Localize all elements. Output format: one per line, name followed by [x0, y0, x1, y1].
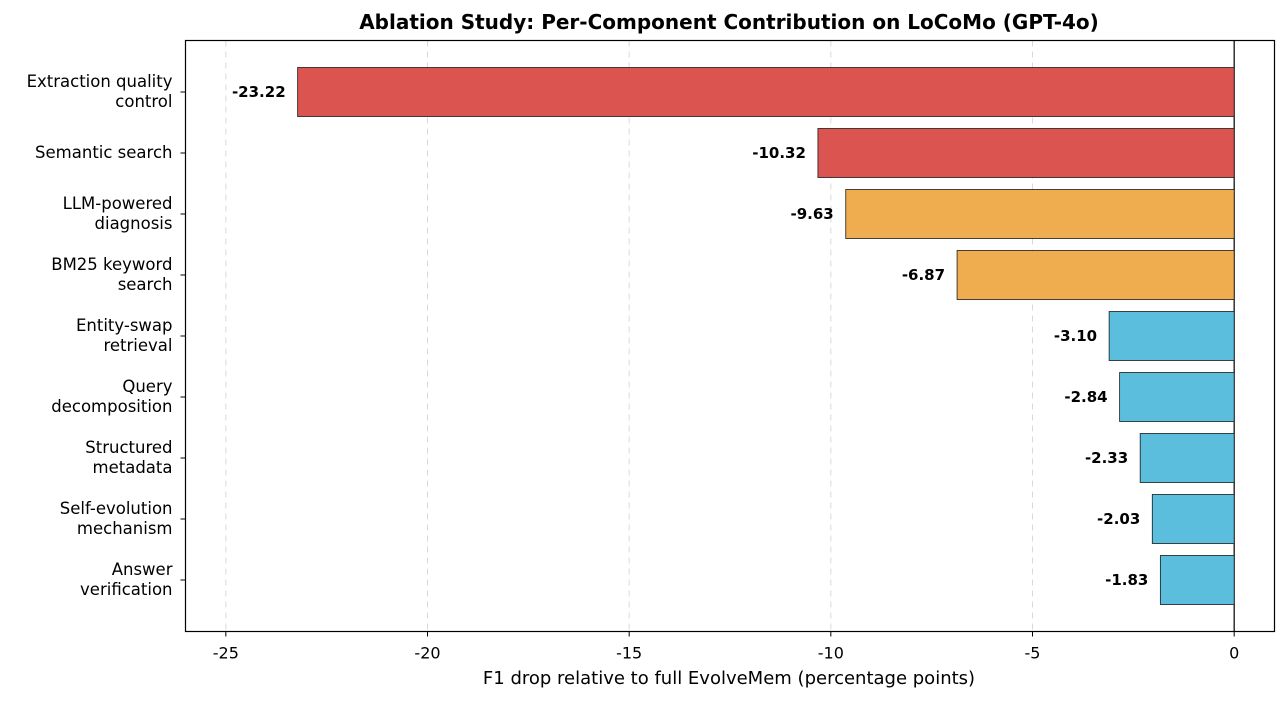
bar — [956, 250, 1235, 300]
x-tick-label: -20 — [414, 644, 440, 663]
bar — [845, 189, 1235, 239]
category-label: control — [115, 92, 172, 111]
value-label: -1.83 — [1105, 571, 1148, 589]
x-tick-label: -25 — [213, 644, 239, 663]
bar — [1159, 555, 1235, 605]
value-label: -3.10 — [1054, 327, 1097, 345]
bar — [297, 67, 1235, 117]
bar — [1108, 311, 1235, 361]
category-label: Extraction quality — [27, 72, 173, 91]
chart-title: Ablation Study: Per-Component Contributi… — [359, 10, 1099, 34]
bar — [1139, 433, 1235, 483]
category-label: Entity-swap — [76, 316, 173, 335]
category-label: search — [118, 275, 173, 294]
value-label: -2.03 — [1097, 510, 1140, 528]
category-label: diagnosis — [95, 214, 173, 233]
x-axis: -25 -20 -15 -10 -5 0 — [213, 631, 1239, 663]
category-label: decomposition — [51, 397, 172, 416]
x-tick-label: -15 — [616, 644, 642, 663]
category-label: BM25 keyword — [51, 255, 172, 274]
category-label: Query — [122, 377, 172, 396]
category-label: Self-evolution — [60, 499, 173, 518]
bar — [1151, 494, 1235, 544]
value-labels: -23.22 -10.32 -9.63 -6.87 -3.10 -2.84 -2.33 -2.… — [232, 83, 1148, 589]
value-label: -9.63 — [791, 205, 834, 223]
category-label: Answer — [112, 560, 173, 579]
value-label: -23.22 — [232, 83, 286, 101]
value-label: -2.33 — [1085, 449, 1128, 467]
category-label: mechanism — [77, 519, 173, 538]
x-tick-label: -5 — [1025, 644, 1041, 663]
value-label: -10.32 — [752, 144, 806, 162]
x-axis-label: F1 drop relative to full EvolveMem (perc… — [483, 668, 975, 689]
bar — [817, 128, 1235, 178]
category-label: Structured — [85, 438, 172, 457]
bars — [297, 67, 1235, 605]
value-label: -2.84 — [1064, 388, 1107, 406]
category-label: LLM-powered — [63, 194, 173, 213]
x-tick-label: -10 — [818, 644, 844, 663]
bar — [1119, 372, 1235, 422]
category-label: retrieval — [103, 336, 172, 355]
x-tick-label: 0 — [1229, 644, 1239, 663]
value-label: -6.87 — [902, 266, 945, 284]
category-label: verification — [80, 580, 172, 599]
category-label: metadata — [93, 458, 173, 477]
category-label: Semantic search — [35, 143, 172, 162]
